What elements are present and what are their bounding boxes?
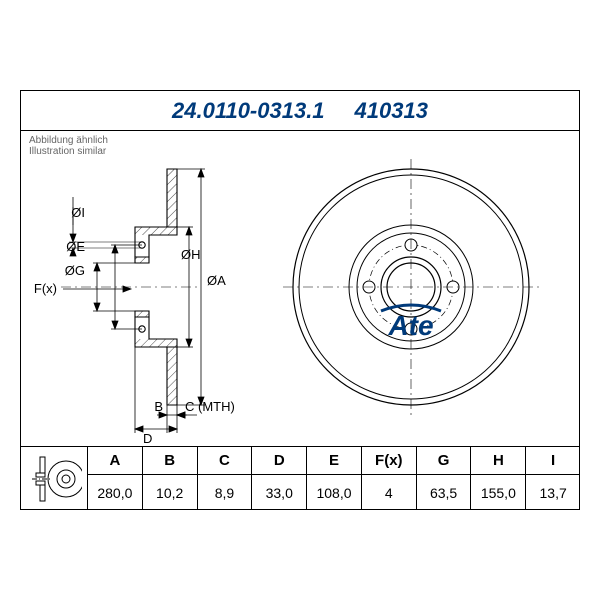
svg-text:Ate: Ate <box>387 310 433 341</box>
spec-head-A: A <box>88 447 142 475</box>
label-diam-G: ØG <box>65 263 85 278</box>
label-diam-I: ØI <box>71 205 85 220</box>
spec-head-F: F(x) <box>362 447 416 475</box>
brand-logo-icon: Ate <box>381 305 441 341</box>
label-C-mth: C (MTH) <box>185 399 235 414</box>
spec-val-H: 155,0 <box>471 475 525 510</box>
label-D: D <box>143 431 152 446</box>
spec-val-E: 108,0 <box>307 475 361 510</box>
label-diam-H: ØH <box>181 247 201 262</box>
spec-icon-col <box>20 447 88 510</box>
datasheet: 24.0110-0313.1 410313 Abbildung ähnlich … <box>20 90 580 510</box>
technical-drawing: Ate <box>21 135 581 447</box>
spec-table: A280,0 B10,2 C8,9 D33,0 E108,0 F(x)4 G63… <box>20 446 580 510</box>
spec-head-B: B <box>143 447 197 475</box>
label-Fx: F(x) <box>34 281 57 296</box>
spec-val-I: 13,7 <box>526 475 580 510</box>
spec-val-C: 8,9 <box>198 475 252 510</box>
spec-val-F: 4 <box>362 475 416 510</box>
spec-val-B: 10,2 <box>143 475 197 510</box>
title-bar: 24.0110-0313.1 410313 <box>21 91 579 131</box>
label-B: B <box>154 399 163 414</box>
part-number: 24.0110-0313.1 <box>172 98 325 124</box>
spec-head-I: I <box>526 447 580 475</box>
spec-head-G: G <box>417 447 471 475</box>
side-section-view: ØA ØH ØE ØG ØI F(x) D B C (MTH) <box>34 169 235 446</box>
spec-head-E: E <box>307 447 361 475</box>
spec-head-D: D <box>252 447 306 475</box>
spec-head-H: H <box>471 447 525 475</box>
label-diam-A: ØA <box>207 273 226 288</box>
spec-val-D: 33,0 <box>252 475 306 510</box>
disc-icon <box>20 447 87 510</box>
spec-head-C: C <box>198 447 252 475</box>
label-diam-E: ØE <box>66 239 85 254</box>
short-code: 410313 <box>355 98 428 124</box>
spec-val-A: 280,0 <box>88 475 142 510</box>
page: 24.0110-0313.1 410313 Abbildung ähnlich … <box>0 0 600 600</box>
spec-val-G: 63,5 <box>417 475 471 510</box>
drawing-area: Ate <box>21 135 579 445</box>
front-view <box>283 159 539 415</box>
